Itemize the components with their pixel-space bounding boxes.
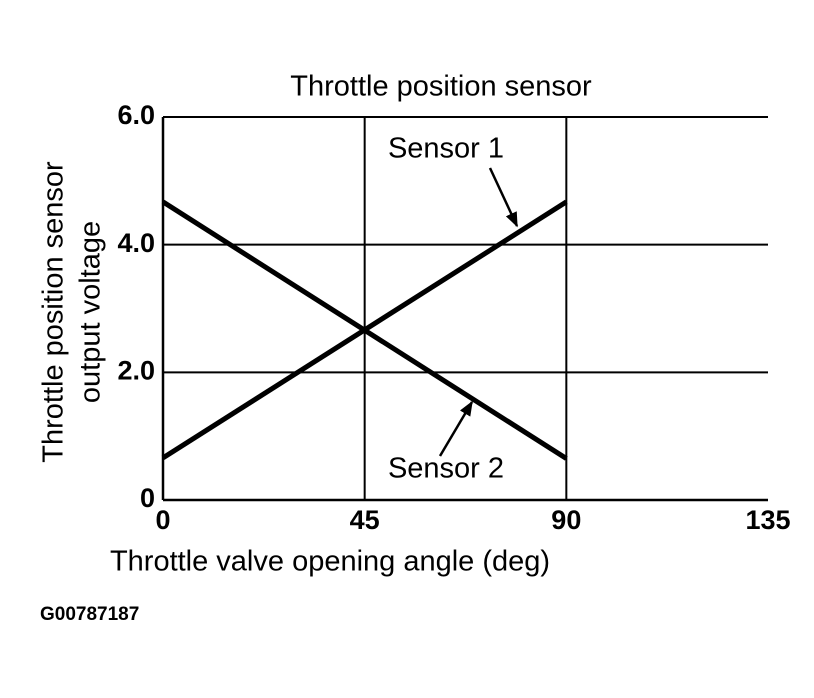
y-axis-label: Throttle position sensor — [38, 161, 70, 463]
y-tick-label: 0 — [140, 483, 155, 513]
series-label: Sensor 2 — [388, 453, 504, 485]
footnote: G00787187 — [40, 604, 139, 625]
series-label: Sensor 1 — [388, 133, 504, 165]
y-axis-label: output voltage — [75, 221, 107, 403]
x-tick-label: 135 — [745, 505, 790, 535]
y-tick-label: 6.0 — [117, 100, 155, 130]
y-tick-label: 4.0 — [117, 228, 155, 258]
series-line — [161, 199, 568, 461]
chart-title: Throttle position sensor — [290, 71, 592, 103]
x-tick-label: 45 — [350, 505, 380, 535]
y-tick-label: 2.0 — [117, 355, 155, 385]
x-tick-label: 0 — [155, 505, 170, 535]
x-tick-label: 90 — [551, 505, 581, 535]
x-axis-label: Throttle valve opening angle (deg) — [110, 546, 550, 578]
annotation-arrow — [438, 400, 474, 457]
annotation-arrow — [488, 167, 519, 228]
